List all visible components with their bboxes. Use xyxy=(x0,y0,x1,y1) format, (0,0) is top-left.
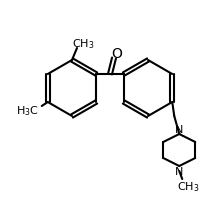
Text: N: N xyxy=(175,124,183,134)
Text: CH$_3$: CH$_3$ xyxy=(72,37,94,51)
Text: N: N xyxy=(175,166,183,176)
Text: O: O xyxy=(112,47,123,61)
Text: CH$_3$: CH$_3$ xyxy=(177,179,200,193)
Text: H$_3$C: H$_3$C xyxy=(16,104,39,117)
